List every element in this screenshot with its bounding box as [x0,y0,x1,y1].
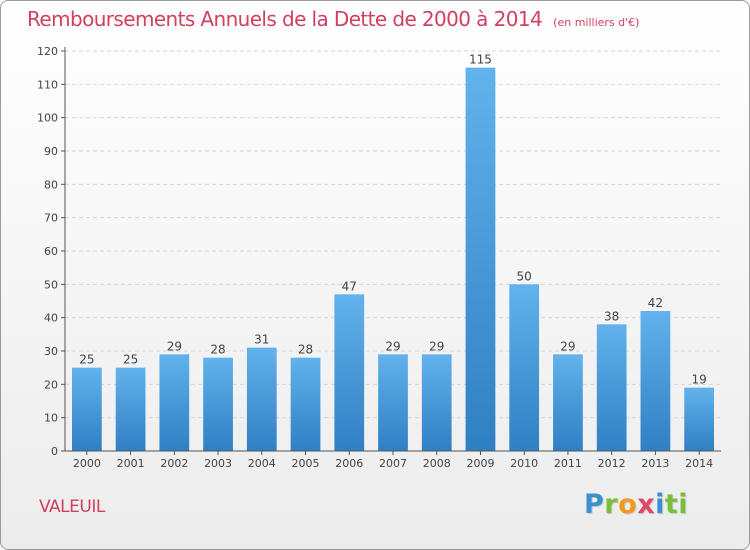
chart-title: Remboursements Annuels de la Dette de 20… [27,7,543,31]
proxiti-logo: Proxiti [584,489,689,520]
y-tick-label: 30 [44,345,58,358]
axes [61,47,721,455]
bar [509,284,540,451]
x-tick-label: 2011 [554,457,582,470]
bar [421,354,452,451]
x-tick-label: 2008 [423,457,451,470]
x-tick-label: 2000 [73,457,101,470]
x-tick-label: 2003 [204,457,232,470]
y-tick-label: 110 [37,78,58,91]
y-tick-label: 40 [44,312,58,325]
x-tick-label: 2012 [598,457,626,470]
x-tick-label: 2010 [510,457,538,470]
bar-value-label: 38 [604,309,619,323]
x-tick-label: 2001 [117,457,145,470]
bar [115,367,146,451]
x-tick-label: 2005 [292,457,320,470]
bar [71,367,102,451]
bars [71,67,715,452]
bar [334,294,365,451]
chart-unit: (en milliers d'€) [553,16,640,29]
bar-value-label: 25 [79,353,94,367]
bar [378,354,408,451]
x-tick-label: 2002 [160,457,188,470]
y-tick-label: 60 [44,245,58,258]
y-tick-label: 80 [44,178,58,191]
y-tick-label: 0 [51,445,58,458]
bar-value-label: 28 [298,343,313,357]
y-tick-label: 50 [44,278,58,291]
bar [596,324,627,451]
x-tick-label: 2004 [248,457,276,470]
bar-value-label: 29 [385,339,400,353]
bar-value-label: 29 [560,339,575,353]
bar-value-label: 42 [648,296,663,310]
bar-value-label: 25 [123,353,138,367]
x-tick-label: 2006 [335,457,363,470]
bar [290,357,321,451]
x-tick-label: 2007 [379,457,407,470]
bar [553,354,583,451]
x-tick-label: 2014 [685,457,713,470]
place-name: VALEUIL [39,497,105,517]
bar-value-label: 19 [691,373,706,387]
x-tick-label: 2009 [466,457,494,470]
bar-value-label: 28 [210,343,225,357]
labels: 0 10 20 30 40 50 60 70 80 90 100 110 120 25 2000 25 2001… [37,45,713,470]
y-tick-label: 70 [44,212,58,225]
y-tick-label: 90 [44,145,58,158]
bar [246,347,277,451]
bar-value-label: 29 [167,339,182,353]
chart-title-block: Remboursements Annuels de la Dette de 20… [27,7,639,31]
y-tick-label: 120 [37,45,58,58]
bar [640,311,671,451]
bar-value-label: 50 [517,269,532,283]
x-tick-label: 2013 [641,457,669,470]
bar-value-label: 47 [342,279,357,293]
y-tick-label: 10 [44,412,58,425]
bar-value-label: 31 [254,333,269,347]
bar [159,354,190,451]
bar-value-label: 29 [429,339,444,353]
bar [465,67,496,452]
y-tick-label: 100 [37,112,58,125]
bar-value-label: 115 [469,53,492,67]
bar [203,357,233,451]
y-tick-label: 20 [44,378,58,391]
bar [684,387,715,451]
